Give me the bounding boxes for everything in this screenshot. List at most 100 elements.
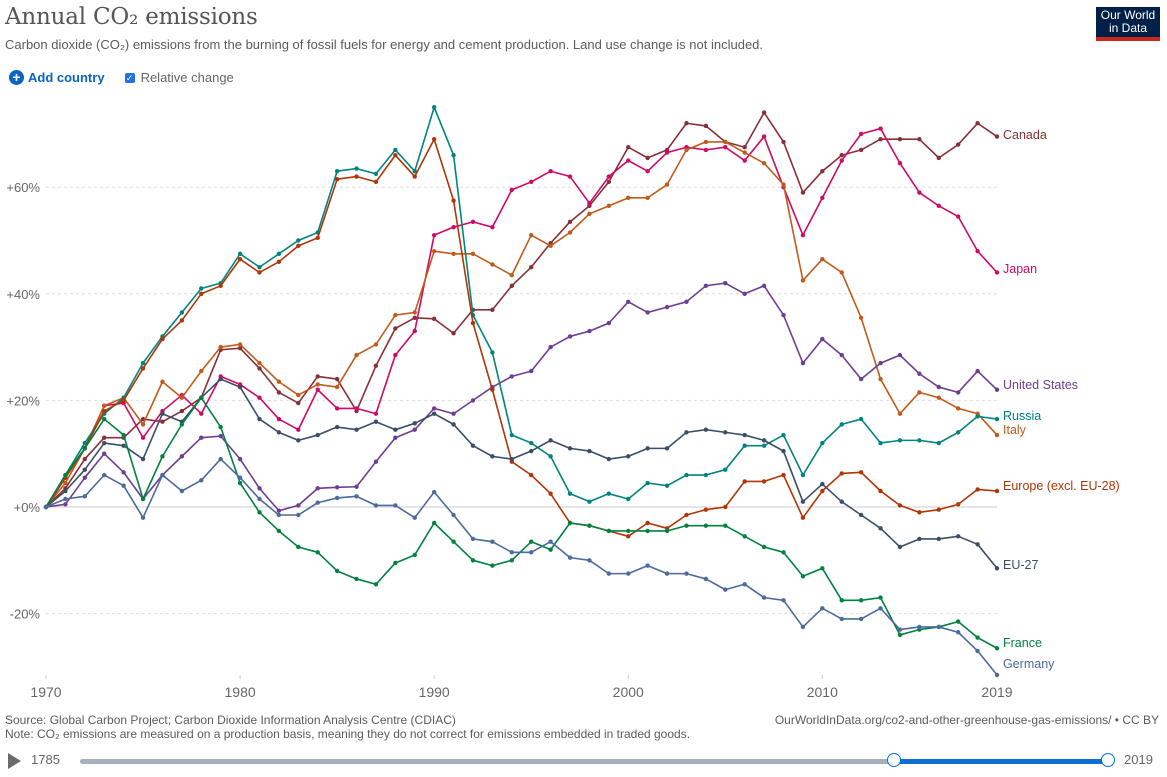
data-point[interactable] — [645, 563, 650, 568]
data-point[interactable] — [781, 182, 786, 187]
data-point[interactable] — [121, 483, 126, 488]
data-point[interactable] — [451, 224, 456, 230]
series-label[interactable]: Germany — [1003, 657, 1055, 671]
series-line[interactable] — [45, 282, 998, 512]
data-point[interactable] — [917, 190, 922, 195]
data-point[interactable] — [179, 422, 185, 427]
data-point[interactable] — [839, 153, 844, 158]
data-point[interactable] — [82, 475, 88, 480]
data-point[interactable] — [781, 472, 786, 478]
series-label[interactable]: EU-27 — [1003, 558, 1038, 572]
data-point[interactable] — [897, 161, 903, 166]
data-point[interactable] — [703, 507, 709, 512]
data-point[interactable] — [878, 376, 883, 382]
data-point[interactable] — [179, 488, 185, 494]
data-point[interactable] — [975, 487, 980, 492]
series-italy[interactable] — [43, 139, 1000, 510]
data-point[interactable] — [587, 499, 592, 504]
data-point[interactable] — [703, 147, 709, 153]
data-point[interactable] — [723, 139, 728, 145]
data-point[interactable] — [917, 510, 922, 515]
data-point[interactable] — [936, 440, 941, 446]
data-point[interactable] — [626, 145, 631, 150]
data-point[interactable] — [199, 435, 204, 440]
series-line[interactable] — [45, 106, 998, 508]
data-point[interactable] — [315, 374, 320, 379]
data-point[interactable] — [839, 499, 844, 504]
data-point[interactable] — [548, 547, 553, 552]
data-point[interactable] — [529, 232, 534, 238]
series-japan[interactable] — [43, 126, 1000, 510]
data-point[interactable] — [470, 558, 476, 563]
data-point[interactable] — [121, 398, 126, 403]
data-point[interactable] — [626, 158, 631, 163]
data-point[interactable] — [276, 512, 282, 518]
data-point[interactable] — [393, 326, 398, 331]
data-point[interactable] — [354, 427, 359, 432]
data-point[interactable] — [509, 187, 514, 193]
data-point[interactable] — [917, 536, 922, 542]
data-point[interactable] — [800, 278, 806, 283]
data-point[interactable] — [664, 304, 670, 310]
data-point[interactable] — [199, 411, 204, 416]
data-point[interactable] — [315, 500, 320, 505]
data-point[interactable] — [955, 142, 961, 147]
data-point[interactable] — [820, 195, 825, 201]
data-point[interactable] — [723, 280, 728, 286]
data-point[interactable] — [664, 571, 670, 576]
data-point[interactable] — [315, 235, 320, 241]
data-point[interactable] — [296, 238, 301, 243]
data-point[interactable] — [334, 169, 340, 174]
data-point[interactable] — [296, 392, 301, 398]
checkbox-checked-icon[interactable]: ✓ — [124, 72, 135, 83]
data-point[interactable] — [431, 406, 437, 411]
data-point[interactable] — [781, 432, 786, 438]
data-point[interactable] — [373, 411, 379, 416]
data-point[interactable] — [645, 446, 650, 451]
data-point[interactable] — [664, 150, 670, 155]
data-point[interactable] — [373, 363, 379, 368]
series-label[interactable]: United States — [1003, 378, 1078, 392]
data-point[interactable] — [276, 528, 282, 534]
series-line[interactable] — [45, 396, 998, 649]
data-point[interactable] — [296, 544, 301, 550]
data-point[interactable] — [917, 624, 922, 630]
data-point[interactable] — [354, 174, 359, 179]
data-point[interactable] — [955, 534, 961, 539]
data-point[interactable] — [936, 155, 941, 161]
timeline-selected-range[interactable] — [893, 759, 1108, 764]
data-point[interactable] — [121, 470, 126, 475]
owid-logo[interactable]: Our World in Data — [1096, 7, 1160, 41]
data-point[interactable] — [140, 366, 146, 371]
relative-change-toggle[interactable]: ✓ Relative change — [124, 70, 234, 85]
timeline-end-handle[interactable] — [1101, 753, 1115, 767]
data-point[interactable] — [645, 480, 650, 486]
data-point[interactable] — [839, 616, 844, 622]
data-point[interactable] — [781, 448, 786, 454]
data-point[interactable] — [975, 648, 980, 654]
data-point[interactable] — [567, 219, 573, 225]
data-point[interactable] — [140, 515, 146, 520]
data-point[interactable] — [820, 336, 825, 342]
data-point[interactable] — [897, 544, 903, 550]
data-point[interactable] — [451, 422, 456, 427]
data-point[interactable] — [257, 416, 262, 422]
data-point[interactable] — [334, 495, 340, 501]
data-point[interactable] — [645, 169, 650, 174]
data-point[interactable] — [994, 488, 1000, 494]
data-point[interactable] — [703, 427, 709, 432]
data-point[interactable] — [276, 379, 282, 384]
data-point[interactable] — [723, 145, 728, 150]
data-point[interactable] — [102, 416, 107, 422]
series-united-states[interactable] — [43, 280, 1000, 513]
data-point[interactable] — [140, 496, 146, 502]
data-point[interactable] — [684, 121, 689, 126]
data-point[interactable] — [761, 479, 767, 484]
data-point[interactable] — [761, 134, 767, 139]
data-point[interactable] — [509, 283, 514, 289]
data-point[interactable] — [955, 390, 961, 395]
data-point[interactable] — [237, 345, 243, 351]
data-point[interactable] — [645, 528, 650, 534]
data-point[interactable] — [529, 264, 534, 270]
data-point[interactable] — [160, 411, 165, 416]
